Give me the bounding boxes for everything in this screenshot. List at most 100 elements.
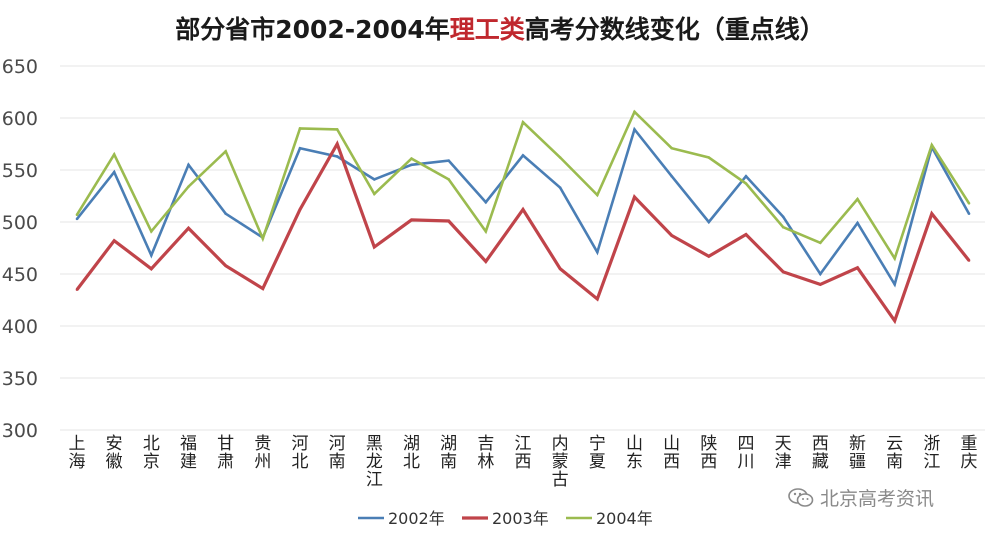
x-tick-label: 浙江	[923, 434, 940, 472]
data-point	[224, 264, 227, 267]
title-highlight: 理工类	[449, 15, 525, 44]
data-point	[410, 163, 413, 167]
x-tick-label: 云南	[886, 434, 903, 472]
data-point	[447, 159, 450, 162]
data-point	[744, 174, 748, 178]
x-tick-label: 山西	[663, 434, 680, 472]
legend-label: 2003年	[492, 509, 549, 528]
data-point	[893, 283, 896, 286]
data-point	[187, 226, 190, 230]
title-suffix: 高考分数线变化（重点线）	[524, 15, 825, 44]
data-point	[670, 174, 673, 178]
x-tick-label: 福建	[180, 434, 197, 472]
x-tick-label: 内蒙古	[552, 434, 569, 490]
y-tick-label: 600	[2, 108, 38, 130]
legend-label: 2004年	[596, 509, 653, 528]
data-point	[967, 201, 971, 205]
x-tick-label: 宁夏	[589, 434, 606, 472]
data-point	[447, 178, 450, 181]
data-point	[633, 195, 636, 199]
x-tick-label: 吉林	[477, 434, 494, 472]
data-point	[298, 208, 302, 211]
data-point	[521, 208, 525, 211]
data-point	[335, 128, 339, 131]
x-tick-label: 河南	[329, 434, 346, 472]
data-point	[447, 219, 450, 223]
legend-label: 2002年	[388, 509, 445, 528]
x-tick-label: 河北	[292, 434, 309, 472]
data-point	[633, 110, 636, 114]
x-tick-label: 上海	[69, 434, 86, 472]
data-point	[521, 154, 525, 157]
x-tick-label: 湖北	[403, 434, 420, 472]
x-tick-label: 甘肃	[217, 434, 234, 472]
x-tick-label: 西藏	[812, 434, 829, 472]
data-point	[373, 245, 376, 249]
data-point	[150, 230, 153, 233]
x-tick-label: 北京	[143, 434, 160, 472]
data-point	[670, 234, 673, 237]
data-point	[261, 287, 265, 290]
data-point	[744, 182, 748, 185]
data-point	[410, 218, 413, 222]
data-point	[187, 185, 190, 188]
x-tick-label: 重庆	[961, 434, 978, 472]
x-tick-label: 陕西	[700, 434, 717, 472]
data-point	[410, 157, 413, 160]
data-point	[373, 178, 376, 181]
y-axis-ticks: 300 350 400 450 500 550 600 650	[2, 56, 38, 442]
wechat-icon	[788, 487, 814, 507]
data-point	[670, 146, 673, 150]
watermark: 北京高考资讯	[788, 484, 934, 511]
y-tick-label: 400	[2, 316, 38, 338]
title-prefix: 部分省市2002-2004年	[175, 15, 450, 44]
data-point	[707, 220, 711, 224]
data-point	[261, 237, 265, 240]
y-tick-label: 350	[2, 368, 38, 390]
x-tick-label: 黑龙江	[366, 434, 383, 490]
data-point	[856, 197, 859, 201]
x-tick-label: 贵州	[254, 434, 271, 472]
watermark-text: 北京高考资讯	[820, 488, 935, 510]
data-point	[967, 212, 971, 215]
data-point	[75, 213, 79, 217]
data-point	[596, 297, 599, 301]
data-point	[75, 217, 79, 221]
y-tick-label: 650	[2, 56, 38, 78]
x-tick-label: 安徽	[106, 434, 123, 472]
gridlines	[60, 65, 985, 431]
x-tick-label: 四川	[738, 434, 755, 472]
x-tick-label: 山东	[626, 434, 643, 472]
data-point	[521, 120, 525, 124]
data-point	[187, 163, 190, 167]
x-tick-label: 天津	[775, 434, 792, 472]
y-tick-label: 450	[2, 264, 38, 286]
y-tick-label: 300	[2, 420, 38, 442]
data-point	[298, 127, 302, 130]
y-tick-label: 500	[2, 212, 38, 234]
data-point	[150, 253, 153, 257]
data-point	[596, 250, 599, 254]
data-point	[893, 319, 896, 323]
data-point	[150, 267, 153, 271]
data-point	[224, 149, 227, 153]
data-point	[484, 230, 488, 233]
data-point	[224, 212, 227, 215]
series-line-2	[75, 140, 971, 325]
data-point	[707, 156, 711, 159]
x-tick-label: 湖南	[440, 434, 457, 472]
y-tick-label: 550	[2, 160, 38, 182]
data-point	[335, 142, 339, 146]
data-point	[558, 267, 562, 271]
x-tick-label: 新疆	[849, 434, 866, 472]
data-point	[484, 260, 488, 263]
data-point	[819, 283, 822, 286]
data-point	[744, 233, 748, 236]
chart-title: 部分省市2002-2004年理工类高考分数线变化（重点线）	[0, 10, 1000, 46]
data-point	[781, 270, 785, 274]
data-point	[112, 239, 116, 243]
data-point	[930, 143, 934, 147]
data-point	[633, 128, 636, 131]
